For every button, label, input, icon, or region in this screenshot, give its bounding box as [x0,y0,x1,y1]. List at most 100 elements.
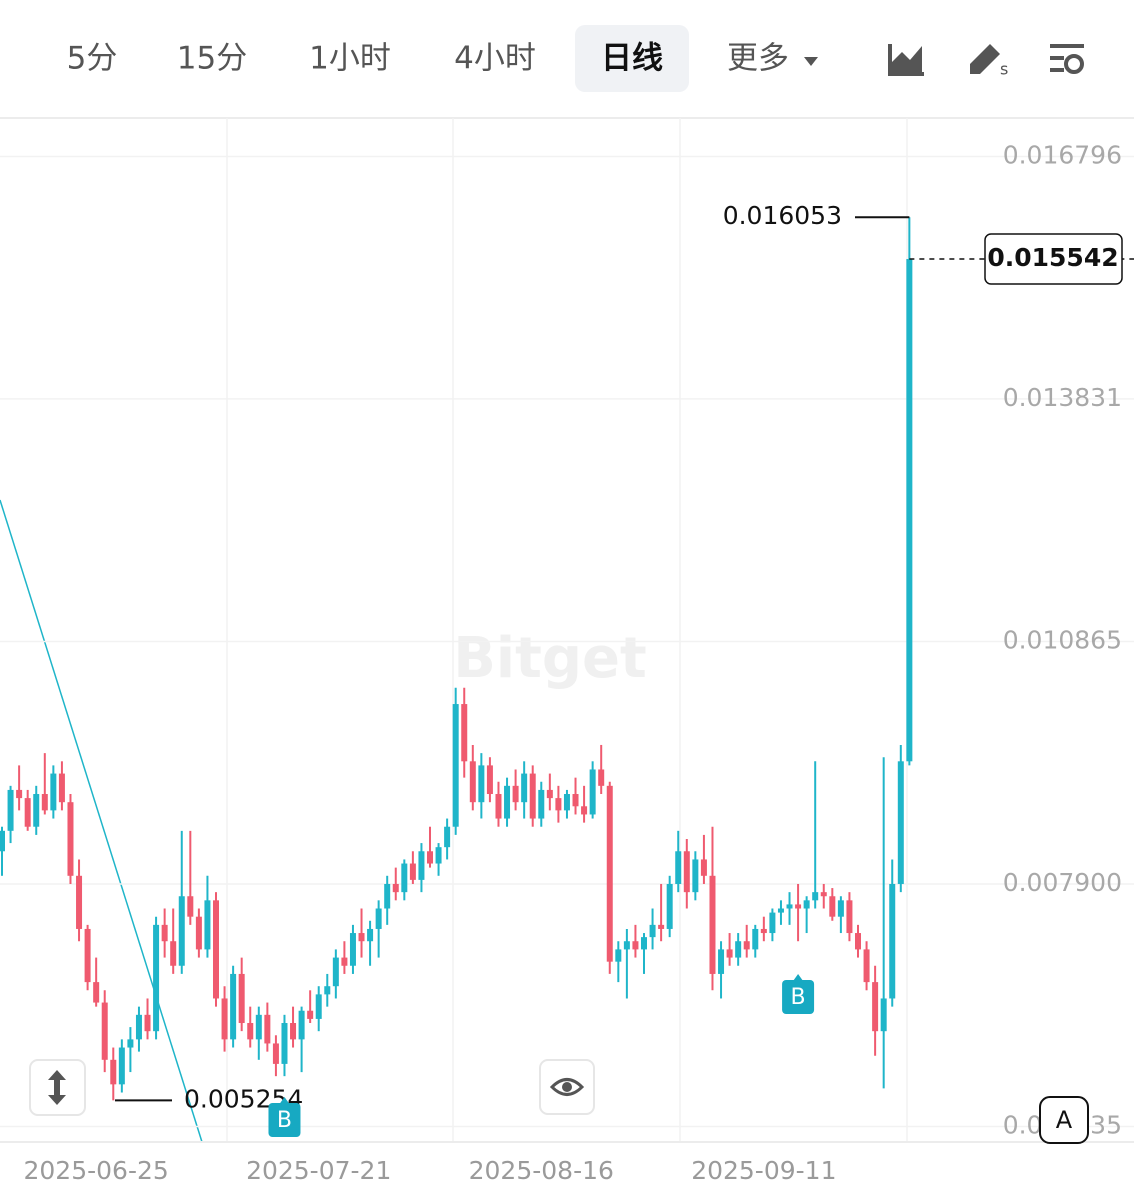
candle-body [572,794,579,807]
candle-body [700,859,707,876]
candle-body [589,769,596,815]
candle-body [649,924,656,938]
candle-body [230,973,237,1040]
settings-icon[interactable] [1050,44,1084,74]
candle-body [41,794,48,811]
timeframe-tab[interactable]: 更多 [727,41,789,77]
candle-body [264,1014,271,1044]
candle-body [349,933,356,966]
candle-body [444,826,451,848]
timeframe-tab[interactable]: 日线 [601,41,663,77]
candle-body [829,896,836,917]
candle-body [401,863,408,893]
buy-marker-pointer [279,1097,290,1104]
buy-marker-box [782,980,815,1014]
candle-body [529,773,536,819]
candle-body [341,957,348,966]
candle-body [632,941,639,950]
candle-body [786,904,793,909]
candle-body [581,806,588,815]
candle-body [76,875,83,929]
candle-body [281,1023,288,1064]
candle-body [221,998,228,1040]
candle-body [512,785,519,803]
high-label: 0.016053 [723,201,842,230]
candle-body [555,798,562,811]
watermark: Bitget [453,626,646,691]
candle-body [118,1047,125,1085]
candle-body [110,1059,117,1085]
candle-body [769,912,776,934]
candle-body [358,933,365,942]
candle-body [820,892,827,897]
candle-body [144,1014,151,1032]
candle-body [298,1010,305,1040]
candle-body [692,859,699,893]
candle-body [307,1010,314,1019]
visibility-button[interactable] [539,1059,595,1115]
candle-body [93,982,100,1003]
candle-body [204,900,211,950]
candle-body [880,998,887,1032]
candle-body [760,928,767,934]
candle-body [538,789,545,819]
candle-body [324,986,331,995]
candle-body [127,1039,134,1048]
timeframe-tab[interactable]: 5分 [67,41,118,77]
scale-button-label[interactable]: A [1056,1106,1073,1134]
resize-button[interactable] [29,1059,86,1116]
candle-body [803,900,810,909]
candle-body [452,704,459,827]
candle-body [418,851,425,880]
candle-body [598,769,605,786]
candle-body [178,896,185,966]
timeframe-tab[interactable]: 4小时 [454,41,536,77]
candle-body [563,794,570,811]
draw-tool-icon[interactable]: s [970,44,1008,79]
candle-body [332,957,339,987]
candle-body [495,794,502,819]
candle-body [153,924,160,1032]
candle-body [855,933,861,950]
candle-body [872,982,879,1032]
chart-type-icon[interactable] [888,44,924,76]
candle-body [315,994,322,1019]
candle-body [897,761,904,884]
active-tab-bg [575,25,689,92]
candle-body [846,900,853,934]
candle-body [718,949,725,974]
candle-body [743,941,750,950]
last-price-box [984,233,1123,285]
candle-body [777,908,784,913]
candle-body [24,798,31,827]
candle-body [795,904,802,909]
candle-body [67,802,74,876]
candle-body [486,765,493,795]
candle-body [135,1014,142,1040]
candle-body [906,258,913,762]
candle-body [812,892,819,901]
candle-body [837,900,844,917]
candle-body [427,851,433,864]
last-price-label: 0.015542 [987,243,1118,272]
timeframe-tab[interactable]: 1小时 [309,41,391,77]
candle-body [469,761,476,803]
candle-body [752,928,759,950]
buy-marker-label: B [277,1108,292,1133]
candle-body [675,851,682,884]
candle-body [435,847,442,864]
timeframe-tab[interactable]: 15分 [177,41,247,77]
y-tick-label: 0.016796 [1003,140,1122,169]
candle-body [504,785,511,819]
candle-body [170,941,177,966]
candle-body [521,773,528,803]
more-caret[interactable] [804,57,818,66]
candle-body [889,883,896,999]
svg-text:s: s [1000,60,1008,79]
candle-body [58,773,65,803]
scale-button[interactable] [1039,1096,1089,1144]
buy-marker-box [268,1103,301,1137]
candle-body [641,937,647,950]
